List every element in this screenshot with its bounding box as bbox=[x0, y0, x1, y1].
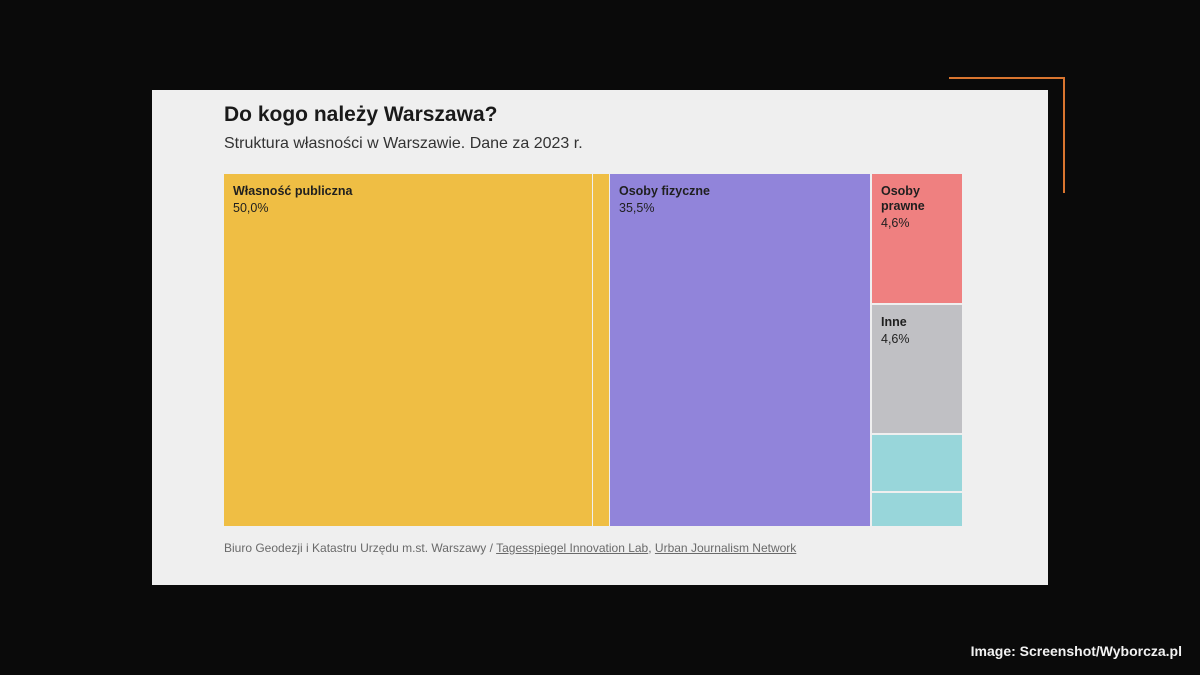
corner-accent-horizontal bbox=[949, 77, 1065, 79]
treemap-tile-value: 35,5% bbox=[619, 201, 654, 215]
treemap-tile-value: 4,6% bbox=[881, 216, 910, 230]
treemap-tile-label: Własność publiczna bbox=[233, 184, 354, 198]
treemap-tile-1 bbox=[224, 174, 592, 526]
treemap-tile-2 bbox=[593, 174, 609, 526]
source-link-tagesspiegel[interactable]: Tagesspiegel Innovation Lab bbox=[496, 541, 649, 555]
chart-title: Do kogo należy Warszawa? bbox=[224, 103, 498, 126]
treemap-tile-label: Osoby bbox=[881, 184, 920, 198]
chart-subtitle: Struktura własności w Warszawie. Dane za… bbox=[224, 135, 583, 152]
treemap-tile-7 bbox=[872, 493, 962, 526]
treemap-tile-5 bbox=[872, 305, 962, 433]
chart-card: Do kogo należy Warszawa? Struktura własn… bbox=[152, 90, 1048, 585]
treemap-chart: Własność publiczna 50,0% Osoby fizyczne 35,… bbox=[224, 174, 962, 526]
treemap-tile-3 bbox=[610, 174, 870, 526]
image-credit: Image: Screenshot/Wyborcza.pl bbox=[970, 643, 1182, 659]
treemap-tile-label: Inne bbox=[881, 315, 907, 329]
source-prefix: Biuro Geodezji i Katastru Urzędu m.st. W… bbox=[224, 541, 493, 555]
treemap-tile-value: 4,6% bbox=[881, 332, 910, 346]
treemap-tile-label: Osoby fizyczne bbox=[619, 184, 710, 198]
treemap-tile-6 bbox=[872, 435, 962, 491]
source-link-urban-journalism[interactable]: Urban Journalism Network bbox=[654, 541, 797, 555]
treemap-tile-value: 50,0% bbox=[233, 201, 268, 215]
treemap-tile-label: prawne bbox=[881, 199, 925, 213]
source-separator: , bbox=[648, 541, 652, 555]
corner-accent-vertical bbox=[1063, 77, 1065, 193]
treemap-tile-4 bbox=[872, 174, 962, 303]
source-note: Biuro Geodezji i Katastru Urzędu m.st. W… bbox=[224, 541, 796, 555]
